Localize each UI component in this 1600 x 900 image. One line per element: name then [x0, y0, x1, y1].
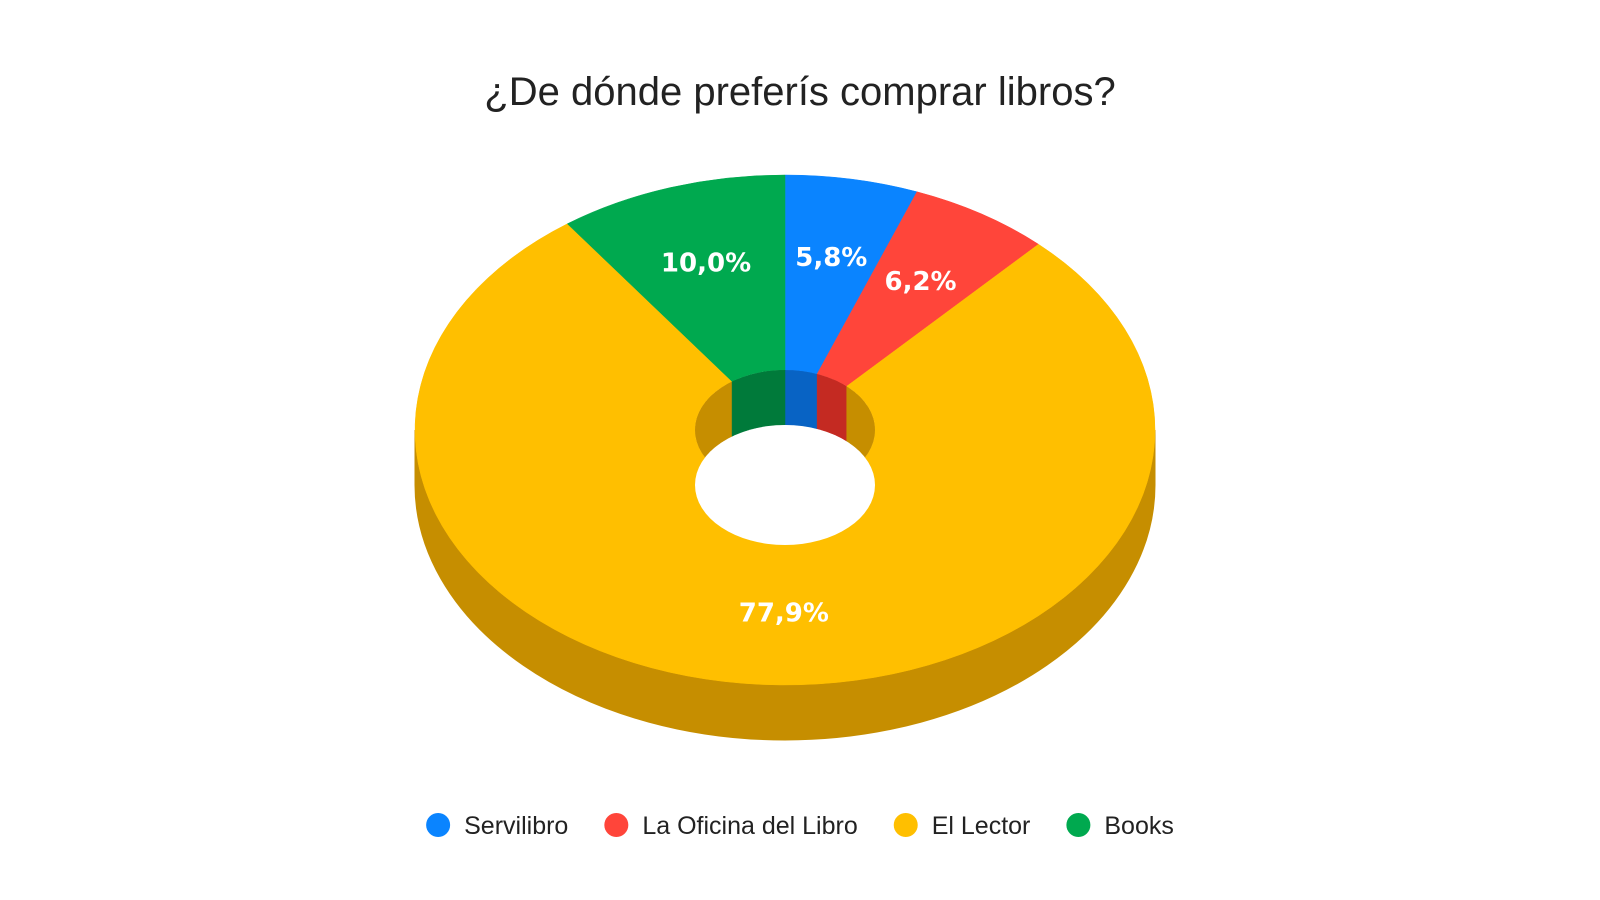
data-labels: 5,8% 6,2% 77,9% 10,0% [661, 243, 957, 629]
data-label-la-oficina-del-libro: 6,2% [885, 267, 957, 297]
legend-label: Books [1104, 812, 1173, 840]
data-label-el-lector: 77,9% [739, 599, 829, 629]
legend-item-el-lector: El Lector [893, 812, 1031, 840]
pie-hole [695, 370, 875, 545]
legend-swatch [893, 813, 918, 837]
legend: Servilibro La Oficina del Libro El Lector B… [426, 812, 1174, 840]
hole-floor [695, 425, 875, 490]
legend-item-books: Books [1066, 812, 1174, 840]
legend-label: Servilibro [464, 812, 568, 840]
legend-swatch [426, 813, 451, 837]
legend-swatch [604, 813, 629, 837]
data-label-books: 10,0% [661, 249, 751, 279]
legend-swatch [1066, 813, 1091, 837]
legend-label: El Lector [932, 812, 1031, 840]
data-label-servilibro: 5,8% [795, 243, 867, 273]
legend-label: La Oficina del Libro [642, 812, 857, 840]
legend-item-servilibro: Servilibro [426, 812, 568, 840]
chart-title: ¿De dónde preferís comprar libros? [484, 70, 1115, 114]
pie-top [414, 174, 1156, 686]
inner-side-servilibro [784, 370, 818, 430]
legend-item-la-oficina-del-libro: La Oficina del Libro [604, 812, 858, 840]
